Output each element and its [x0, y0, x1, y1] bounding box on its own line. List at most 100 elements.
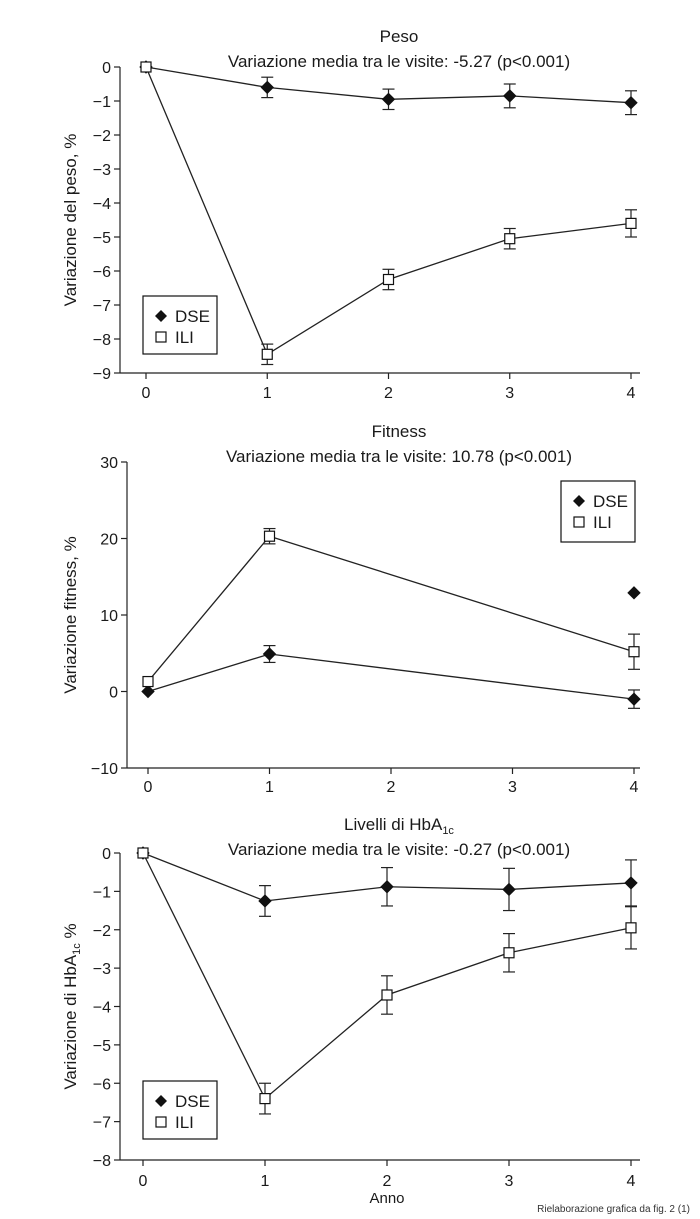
- y-tick-label: −2: [93, 128, 111, 145]
- y-tick-label: −5: [93, 230, 111, 247]
- data-point-square: [625, 922, 637, 934]
- legend: DSE ILI: [142, 295, 218, 355]
- y-tick-label: −2: [93, 923, 111, 940]
- series-extra: [627, 586, 641, 600]
- y-tick-label: −7: [93, 298, 111, 315]
- chart-subtitle: Variazione media tra le visite: -0.27 (p…: [228, 840, 570, 859]
- series-dse: [136, 846, 638, 917]
- y-tick-label: −9: [93, 366, 111, 383]
- x-tick-label: 3: [505, 1173, 514, 1190]
- legend-label: DSE: [175, 1092, 210, 1111]
- data-point-diamond: [141, 684, 155, 699]
- y-tick-label: −6: [93, 1076, 111, 1093]
- chart-title: Peso: [380, 27, 419, 46]
- legend: DSE ILI: [560, 480, 636, 543]
- series-ili: [137, 847, 637, 1115]
- x-tick-label: 1: [263, 385, 272, 402]
- data-point-diamond: [380, 880, 394, 894]
- y-axis-label: Variazione del peso, %: [61, 134, 80, 307]
- y-axis-label: Variazione di HbA1c %: [61, 923, 83, 1089]
- legend-label: DSE: [593, 492, 628, 511]
- series-line: [147, 535, 635, 682]
- y-tick-label: −8: [93, 332, 111, 349]
- data-point-square: [382, 273, 395, 286]
- x-tick-label: 4: [627, 385, 636, 402]
- series-line: [147, 653, 635, 700]
- legend-box: [560, 480, 636, 543]
- data-point-square: [261, 348, 273, 360]
- x-tick-label: 2: [384, 385, 393, 402]
- y-tick-label: −4: [93, 1000, 111, 1017]
- y-tick-label: 10: [100, 608, 118, 625]
- chart-panel-3: Livelli di HbA1c Variazione media tra le …: [61, 815, 640, 1207]
- data-point-diamond: [381, 92, 396, 107]
- y-tick-label: −10: [91, 761, 118, 778]
- data-point-square: [625, 217, 637, 229]
- x-tick-label: 3: [508, 779, 517, 796]
- legend-label: ILI: [175, 328, 194, 347]
- x-tick-label: 2: [383, 1173, 392, 1190]
- y-tick-label: −4: [93, 196, 111, 213]
- y-tick-label: −3: [93, 162, 111, 179]
- y-tick-label: −8: [93, 1153, 111, 1170]
- legend-marker-diamond: [155, 1095, 167, 1107]
- data-point-square: [503, 947, 515, 959]
- data-point-square: [137, 847, 149, 859]
- data-point-diamond: [624, 95, 638, 110]
- data-point-diamond: [624, 876, 638, 890]
- x-tick-label: 0: [144, 779, 153, 796]
- x-axis-label: Anno: [369, 1190, 404, 1207]
- chart-panel-1: Peso Variazione media tra le visite: -5.2…: [61, 27, 640, 402]
- data-point-square: [259, 1092, 271, 1105]
- y-tick-label: 0: [102, 60, 111, 77]
- data-point-diamond: [627, 586, 641, 600]
- legend: DSE ILI: [142, 1080, 218, 1140]
- data-point-square: [381, 989, 393, 1001]
- y-tick-label: −3: [93, 961, 111, 978]
- legend-label: DSE: [175, 307, 210, 326]
- legend-box: [142, 1080, 218, 1140]
- series-dse: [141, 644, 641, 709]
- chart-title: Livelli di HbA1c: [344, 815, 454, 837]
- y-tick-label: −1: [93, 94, 111, 111]
- chart-subtitle: Variazione media tra le visite: -5.27 (p…: [228, 52, 570, 71]
- x-tick-label: 3: [505, 385, 514, 402]
- data-point-square: [504, 233, 516, 245]
- legend-label: ILI: [593, 513, 612, 532]
- chart-panel-2: Fitness Variazione media tra le visite: 1…: [61, 422, 641, 796]
- y-tick-label: 20: [100, 532, 118, 549]
- chart-title: Fitness: [372, 422, 427, 441]
- figure-credit: Rielaborazione grafica da fig. 2 (1): [537, 1204, 690, 1215]
- data-point-diamond: [502, 882, 516, 897]
- data-point-square: [628, 646, 640, 658]
- chart-subtitle: Variazione media tra le visite: 10.78 (p…: [226, 447, 572, 466]
- data-point-square: [140, 61, 152, 73]
- x-tick-label: 0: [142, 385, 151, 402]
- y-tick-label: 0: [109, 685, 118, 702]
- series-ili: [140, 61, 637, 366]
- x-tick-label: 1: [265, 779, 274, 796]
- data-point-diamond: [262, 647, 277, 661]
- y-tick-label: 30: [100, 455, 118, 472]
- y-tick-label: −7: [93, 1115, 111, 1132]
- legend-marker-square: [573, 516, 585, 528]
- y-axis-label: Variazione fitness, %: [61, 536, 80, 693]
- data-point-diamond: [260, 80, 274, 95]
- data-point-diamond: [503, 89, 517, 103]
- y-tick-label: −1: [93, 884, 111, 901]
- legend-marker-diamond: [573, 495, 585, 507]
- data-point-square: [263, 530, 276, 542]
- data-point-diamond: [627, 692, 641, 706]
- legend-label: ILI: [175, 1113, 194, 1132]
- data-point-diamond: [258, 894, 272, 908]
- y-tick-label: −5: [93, 1038, 111, 1055]
- series-ili: [142, 527, 640, 688]
- x-tick-label: 4: [627, 1173, 636, 1190]
- x-tick-label: 1: [261, 1173, 270, 1190]
- y-tick-label: 0: [102, 846, 111, 863]
- legend-marker-diamond: [155, 310, 167, 322]
- x-tick-label: 0: [139, 1173, 148, 1190]
- x-tick-label: 4: [630, 779, 639, 796]
- legend-box: [142, 295, 218, 355]
